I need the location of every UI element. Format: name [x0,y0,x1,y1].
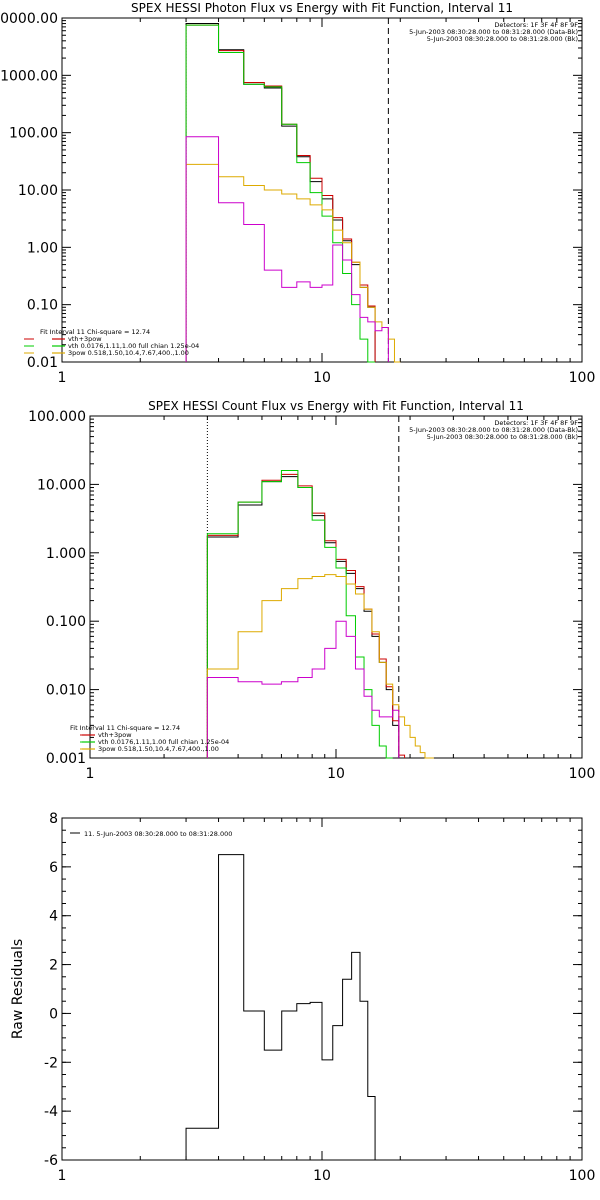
legend-bl-1-2: vth 0.0176,1.11,1.00 full chian 1.25e-04 [98,738,229,746]
histogram-series-2-0 [185,854,389,1161]
histogram-series-1-4 [206,620,400,758]
y-tick-label-0-6: 0.01 [27,355,58,371]
legend-tr-0-0: Detectors: 1F 3F 4F 8F 9F [494,21,578,29]
y-tick-label-1-3: 0.100 [46,614,86,630]
legend-bl-1-0: Fit Interval 11 Chi-square = 12.74 [70,724,180,732]
x-tick-label-2-1: 10 [313,1168,331,1184]
legend-bl-0-0: Fit Interval 11 Chi-square = 12.74 [40,328,150,336]
legend-tr-0-1: 5-Jun-2003 08:30:28.000 to 08:31:28.000 … [409,28,578,36]
y-tick-label-1-4: 0.010 [46,683,86,699]
y-tick-label-0-2: 100.00 [9,126,58,142]
legend-bl-1-1: vth+3pow [98,731,132,739]
y-tick-label-0-3: 10.00 [18,183,58,199]
y-tick-label-2-4: 0 [49,1006,58,1022]
y-tick-label-2-3: 2 [49,958,58,974]
legend-tl-2-0: 11. 5-Jun-2003 08:30:28.000 to 08:31:28.… [84,830,232,838]
y-tick-label-2-7: -6 [44,1153,58,1169]
y-axis-label-2: Raw Residuals [10,939,26,1039]
y-tick-label-2-6: -4 [44,1104,58,1120]
y-tick-label-2-1: 6 [49,860,58,876]
histogram-series-0-3 [185,163,401,363]
histogram-series-0-2 [185,24,376,363]
legend-tr-1-2: 5-Jun-2003 08:30:28.000 to 08:31:28.000 … [427,433,578,441]
histogram-series-1-3 [206,574,434,759]
legend-bl-1-3: 3pow 0.518,1.50,10.4,7.67,400.,1.00 [98,745,219,753]
chart-title-1: SPEX HESSI Count Flux vs Energy with Fit… [148,399,524,413]
y-tick-label-2-5: -2 [44,1055,58,1071]
histogram-series-1-2 [206,469,393,759]
chart-title-0: SPEX HESSI Photon Flux vs Energy with Fi… [131,1,513,15]
histogram-series-1-1 [206,473,406,758]
x-tick-label-0-2: 100 [569,370,596,386]
legend-tr-0-2: 5-Jun-2003 08:30:28.000 to 08:31:28.000 … [427,35,578,43]
x-tick-label-0-0: 1 [58,370,67,386]
x-tick-label-2-2: 100 [569,1168,596,1184]
legend-tr-1-0: Detectors: 1F 3F 4F 8F 9F [494,419,578,427]
y-tick-label-1-0: 100.000 [28,409,86,425]
x-tick-label-0-1: 10 [313,370,331,386]
y-tick-label-1-5: 0.001 [46,751,86,767]
y-tick-label-1-2: 1.000 [46,546,86,562]
y-tick-label-2-2: 4 [49,909,58,925]
y-tick-label-0-4: 1.00 [27,240,58,256]
legend-tr-1-1: 5-Jun-2003 08:30:28.000 to 08:31:28.000 … [409,426,578,434]
x-tick-label-1-1: 10 [327,766,345,782]
y-tick-label-2-0: 8 [49,811,58,827]
x-tick-label-1-2: 100 [569,766,596,782]
legend-bl-0-3: 3pow 0.518,1.50,10.4,7.67,400.,1.00 [68,349,189,357]
legend-bl-0-2: vth 0.0176,1.11,1.00 full chian 1.25e-04 [68,342,199,350]
y-tick-label-1-1: 10.000 [37,477,86,493]
histogram-series-0-4 [185,136,389,362]
y-tick-label-0-5: 0.10 [27,298,58,314]
legend-bl-0-1: vth+3pow [68,335,102,343]
y-tick-label-0-1: 1000.00 [0,68,58,84]
x-tick-label-1-0: 1 [86,766,95,782]
x-tick-label-2-0: 1 [58,1168,67,1184]
